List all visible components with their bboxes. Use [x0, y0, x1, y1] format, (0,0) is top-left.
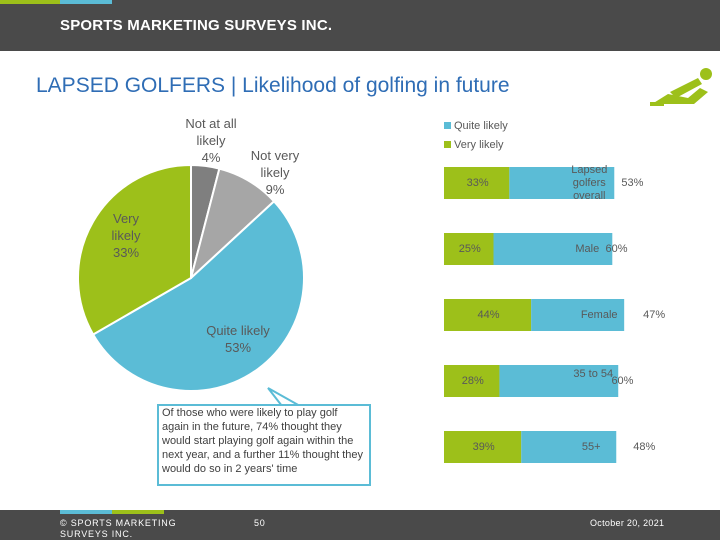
data-label-very-likely: 44%	[477, 309, 500, 321]
footer-bar: © SPORTS MARKETING SURVEYS INC. 50 Octob…	[0, 510, 720, 540]
data-label-very-likely: 25%	[458, 243, 481, 255]
data-label-quite-likely: 60%	[605, 243, 628, 255]
category-label-lapsed-golfers-overall: Lapsed golfers overall	[571, 164, 608, 202]
legend-quite-likely: Quite likely	[444, 120, 508, 132]
brand-name: SPORTS MARKETING SURVEYS INC.	[60, 17, 333, 34]
footer-accent-blue	[60, 510, 112, 514]
data-label-quite-likely: 47%	[643, 309, 666, 321]
data-label-very-likely: 39%	[472, 441, 495, 453]
pie-label-not-at-all-likely: Not at all likely 4%	[185, 116, 237, 165]
footer-accent-green	[112, 510, 164, 514]
footer-date: October 20, 2021	[590, 518, 665, 528]
page-title: LAPSED GOLFERS | Likelihood of golfing i…	[36, 74, 510, 97]
data-label-very-likely: 33%	[466, 177, 489, 189]
category-label-35-to-54: 35 to 54	[573, 368, 614, 380]
footer-page-number: 50	[254, 518, 266, 528]
data-label-quite-likely: 53%	[621, 177, 644, 189]
callout-note: Of those who were likely to play golf ag…	[157, 404, 371, 486]
header-accent-green	[0, 0, 60, 4]
legend-very-likely: Very likely	[444, 139, 504, 151]
footer-copyright: © SPORTS MARKETING SURVEYS INC.	[60, 518, 177, 539]
category-label-female: Female	[580, 309, 618, 321]
header-accent-blue	[60, 0, 112, 4]
legend-swatch-very-likely	[444, 141, 451, 148]
legend-swatch-quite-likely	[444, 122, 451, 129]
pie-label-not-very-likely: Not very likely 9%	[250, 148, 300, 197]
pie-label-very-likely: Very likely 33%	[111, 211, 141, 260]
pie-label-quite-likely: Quite likely 53%	[206, 323, 270, 355]
data-label-quite-likely: 48%	[633, 441, 656, 453]
data-label-quite-likely: 60%	[611, 375, 634, 387]
data-label-very-likely: 28%	[461, 375, 484, 387]
category-label-male: Male	[575, 243, 600, 255]
header-bar: SPORTS MARKETING SURVEYS INC.	[0, 0, 720, 51]
category-label-55: 55+	[581, 441, 601, 453]
golfer-silhouette-icon	[650, 68, 712, 106]
